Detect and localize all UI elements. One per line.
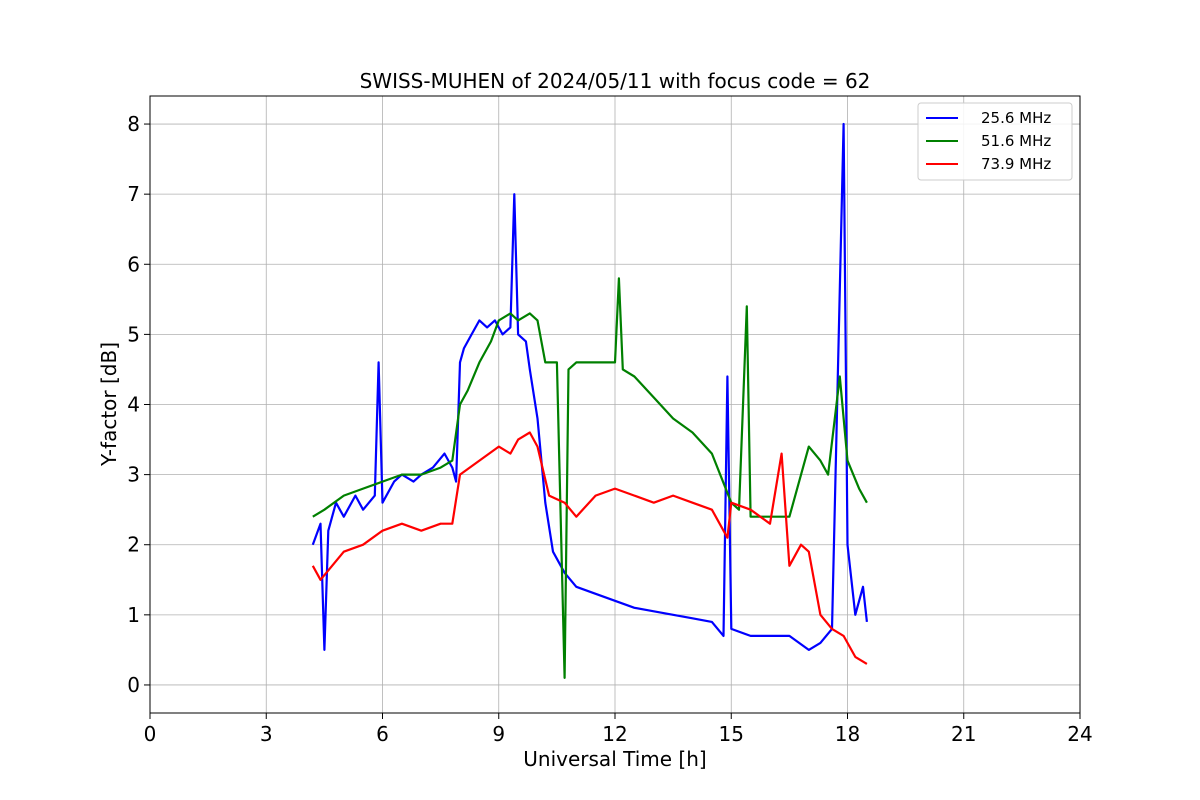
legend-label: 73.9 MHz <box>981 155 1051 173</box>
y-tick-label: 4 <box>127 393 140 417</box>
series-line-73-9-mhz <box>311 431 868 665</box>
y-tick-label: 0 <box>127 673 140 697</box>
x-tick-label: 9 <box>492 722 505 746</box>
series-line-25-6-mhz <box>311 122 868 651</box>
series-layer <box>311 122 868 679</box>
x-tick-label: 3 <box>260 722 273 746</box>
x-tick-label: 0 <box>144 722 157 746</box>
legend: 25.6 MHz 51.6 MHz 73.9 MHz <box>917 102 1073 181</box>
legend-label: 51.6 MHz <box>981 132 1051 150</box>
y-tick-label: 7 <box>127 182 140 206</box>
y-tick-label: 1 <box>127 603 140 627</box>
y-tick-label: 2 <box>127 533 140 557</box>
chart-title: SWISS-MUHEN of 2024/05/11 with focus cod… <box>360 69 871 93</box>
x-tick-label: 18 <box>835 722 860 746</box>
legend-label: 25.6 MHz <box>981 109 1051 127</box>
y-tick-label: 8 <box>127 112 140 136</box>
legend-box <box>917 102 1073 181</box>
series-line-51-6-mhz <box>312 277 868 679</box>
x-tick-label: 21 <box>951 722 976 746</box>
y-tick-label: 5 <box>127 322 140 346</box>
x-tick-label: 15 <box>719 722 744 746</box>
x-axis-label: Universal Time [h] <box>523 747 706 771</box>
x-tick-label: 6 <box>376 722 389 746</box>
x-tick-label: 12 <box>602 722 627 746</box>
y-tick-label: 3 <box>127 463 140 487</box>
x-tick-label: 24 <box>1067 722 1092 746</box>
y-tick-label: 6 <box>127 252 140 276</box>
y-axis-label: Y-factor [dB] <box>97 342 121 467</box>
